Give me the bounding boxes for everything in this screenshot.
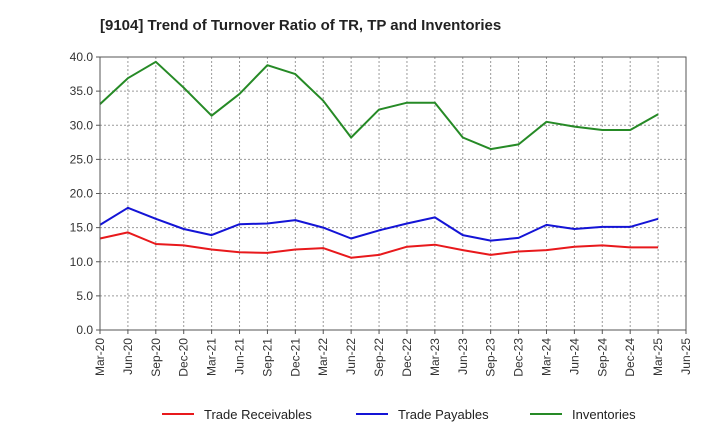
- x-tick-label: Sep-24: [595, 338, 609, 377]
- x-tick-label: Mar-23: [428, 338, 442, 376]
- x-tick-label: Jun-22: [344, 338, 358, 375]
- x-tick-label: Mar-22: [316, 338, 330, 376]
- x-tick-label: Jun-23: [456, 338, 470, 375]
- y-tick-label: 35.0: [70, 84, 94, 98]
- chart-title: [9104] Trend of Turnover Ratio of TR, TP…: [100, 17, 501, 34]
- x-tick-label: Dec-20: [177, 338, 191, 377]
- x-tick-label: Jun-25: [679, 338, 693, 375]
- x-tick-label: Jun-21: [233, 338, 247, 375]
- x-tick-label: Dec-24: [623, 338, 637, 377]
- legend: Trade Receivables Trade Payables Inventori…: [162, 407, 636, 422]
- legend-label: Trade Receivables: [204, 407, 312, 422]
- y-tick-label: 20.0: [70, 187, 94, 201]
- y-tick-label: 30.0: [70, 118, 94, 132]
- x-tick-label: Sep-20: [149, 338, 163, 377]
- series-line-inventories: [99, 60, 659, 151]
- x-tick-label: Jun-20: [121, 338, 135, 375]
- y-tick-label: 5.0: [76, 289, 93, 303]
- x-tick-label: Dec-22: [400, 338, 414, 377]
- legend-label: Inventories: [572, 407, 636, 422]
- series-lines: [99, 60, 659, 259]
- x-tick-label: Mar-24: [539, 338, 553, 376]
- y-tick-label: 25.0: [70, 152, 94, 166]
- y-tick-label: 0.0: [76, 323, 93, 337]
- y-axis-ticks: 0.0 5.0 10.0 15.0 20.0 25.0 30.0 35.0 40.0: [70, 50, 100, 337]
- plot-frame: [99, 56, 687, 331]
- x-tick-label: Mar-20: [93, 338, 107, 376]
- x-tick-label: Mar-21: [205, 338, 219, 376]
- legend-label: Trade Payables: [398, 407, 489, 422]
- x-tick-label: Sep-22: [372, 338, 386, 377]
- x-tick-label: Mar-25: [651, 338, 665, 376]
- x-axis-ticks: Mar-20 Jun-20 Sep-20 Dec-20 Mar-21 Jun-21 Sep-…: [93, 330, 693, 377]
- series-line-trade-payables: [99, 206, 659, 242]
- grid: [100, 57, 686, 330]
- x-tick-label: Jun-24: [567, 338, 581, 375]
- x-tick-label: Dec-23: [512, 338, 526, 377]
- y-tick-label: 10.0: [70, 255, 94, 269]
- y-tick-label: 40.0: [70, 50, 94, 64]
- x-tick-label: Dec-21: [288, 338, 302, 377]
- x-tick-label: Sep-21: [260, 338, 274, 377]
- y-tick-label: 15.0: [70, 221, 94, 235]
- series-line-trade-receivables: [99, 231, 659, 259]
- x-tick-label: Sep-23: [484, 338, 498, 377]
